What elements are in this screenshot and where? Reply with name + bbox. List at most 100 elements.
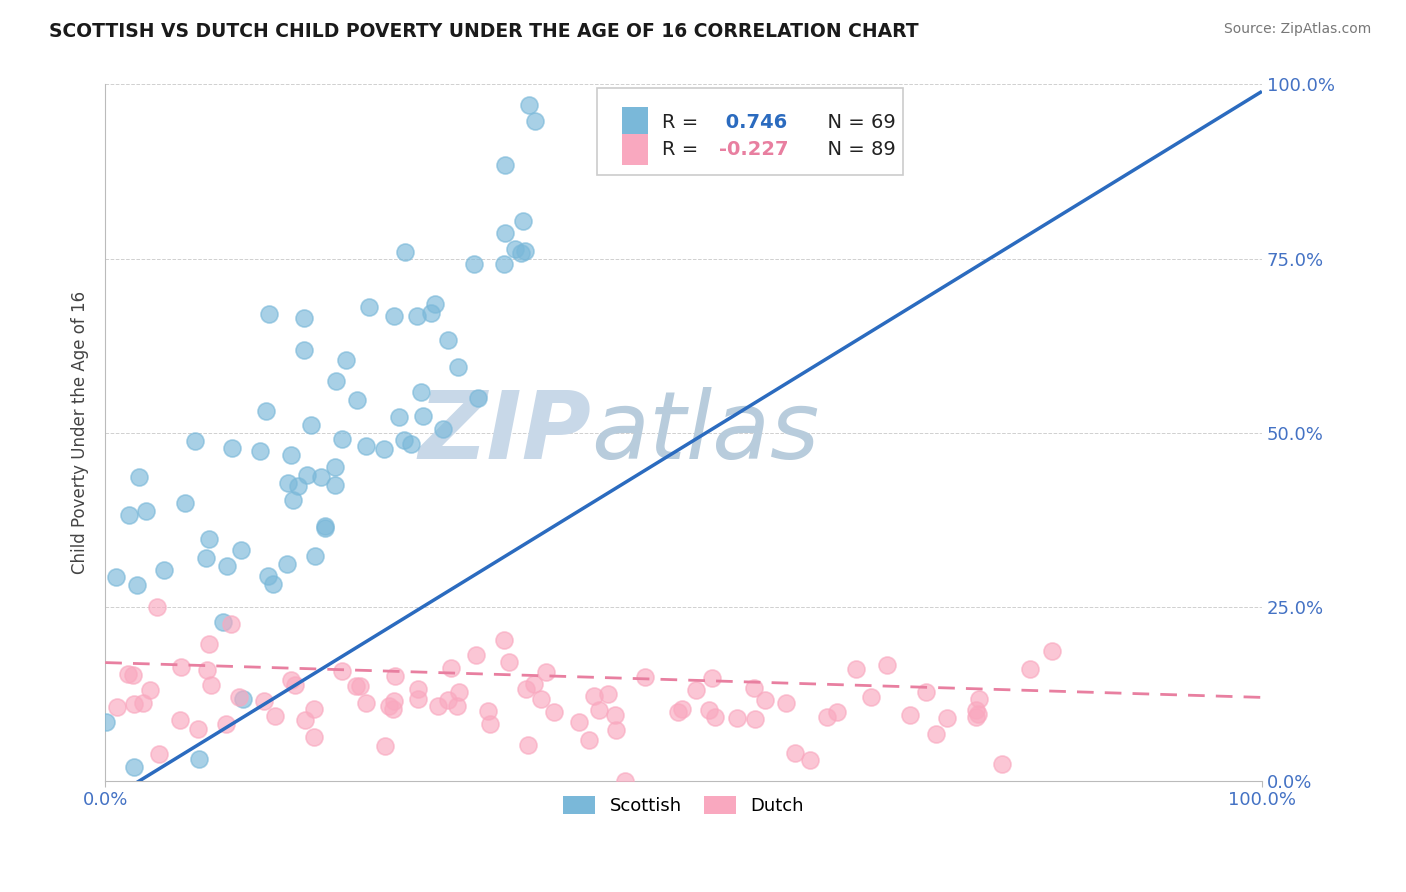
Point (775, 696, 797, 710)
Point (219, 617, 242, 632)
Point (936, 711, 959, 725)
Point (447, 685, 470, 699)
Point (254, 404, 277, 418)
Point (346, 392, 368, 407)
Point (703, 710, 725, 724)
Point (423, 297, 446, 311)
Point (406, 681, 429, 696)
Point (323, 460, 346, 475)
Point (117, 508, 139, 523)
Point (492, 257, 515, 271)
Point (200, 678, 222, 692)
Point (967, 692, 990, 706)
Point (253, 693, 276, 707)
Point (898, 707, 921, 722)
Point (517, 98, 540, 112)
Point (378, 699, 401, 714)
Point (859, 690, 882, 705)
Point (700, 671, 723, 685)
Point (146, 599, 169, 614)
Point (406, 309, 429, 323)
Point (124, 698, 146, 712)
Point (94, 715, 117, 730)
Point (122, 668, 145, 682)
Point (212, 615, 235, 629)
Point (128, 469, 150, 483)
Point (477, 704, 499, 718)
Point (138, 682, 160, 697)
Point (1040, 644, 1063, 658)
Text: 0.746: 0.746 (720, 113, 787, 132)
Point (399, 437, 422, 451)
Point (262, 577, 284, 591)
Point (420, 306, 443, 320)
Point (299, 417, 322, 432)
Point (188, 752, 211, 766)
Point (512, 213, 534, 227)
Point (605, 723, 627, 737)
Point (359, 300, 381, 314)
Point (335, 353, 357, 368)
Point (152, 563, 174, 577)
Point (666, 705, 689, 719)
Point (588, 703, 610, 717)
Point (517, 739, 540, 753)
Point (578, 732, 600, 747)
Point (799, 753, 821, 767)
Point (523, 677, 546, 691)
Point (697, 703, 720, 717)
FancyBboxPatch shape (623, 134, 648, 165)
Point (195, 550, 218, 565)
Point (187, 722, 209, 736)
Point (494, 158, 516, 172)
Point (388, 410, 411, 425)
Point (965, 703, 987, 717)
Point (330, 664, 353, 678)
Text: N = 89: N = 89 (815, 140, 896, 160)
Text: SCOTTISH VS DUTCH CHILD POVERTY UNDER THE AGE OF 16 CORRELATION CHART: SCOTTISH VS DUTCH CHILD POVERTY UNDER TH… (49, 22, 920, 41)
Point (374, 739, 396, 753)
Point (184, 434, 207, 448)
Point (382, 694, 405, 708)
Point (304, 549, 326, 563)
Point (596, 687, 619, 701)
Point (392, 433, 415, 447)
Point (437, 692, 460, 706)
Point (105, 570, 128, 584)
Point (257, 307, 280, 321)
Point (249, 443, 271, 458)
Point (685, 682, 707, 697)
Point (446, 698, 468, 713)
Point (742, 681, 765, 695)
Point (229, 543, 252, 558)
Point (349, 679, 371, 693)
Point (287, 479, 309, 493)
Point (412, 409, 434, 424)
Point (605, 708, 627, 723)
Point (173, 496, 195, 510)
Point (406, 691, 429, 706)
Point (302, 701, 325, 715)
Point (314, 521, 336, 535)
Point (280, 448, 302, 462)
Point (215, 717, 238, 731)
Point (543, 705, 565, 719)
FancyBboxPatch shape (623, 107, 648, 138)
Point (785, 747, 807, 761)
Point (583, 689, 606, 703)
Point (440, 661, 463, 675)
Text: N = 69: N = 69 (815, 113, 896, 132)
Point (568, 715, 591, 730)
Point (105, 699, 128, 714)
Point (1018, 662, 1040, 676)
Point (284, 678, 307, 692)
Point (509, 246, 531, 260)
Point (524, 113, 547, 128)
Point (915, 684, 938, 698)
Point (492, 633, 515, 648)
Point (198, 637, 221, 651)
Point (330, 432, 353, 446)
Point (169, 713, 191, 727)
FancyBboxPatch shape (596, 88, 903, 175)
Legend: Scottish, Dutch: Scottish, Dutch (554, 787, 813, 824)
